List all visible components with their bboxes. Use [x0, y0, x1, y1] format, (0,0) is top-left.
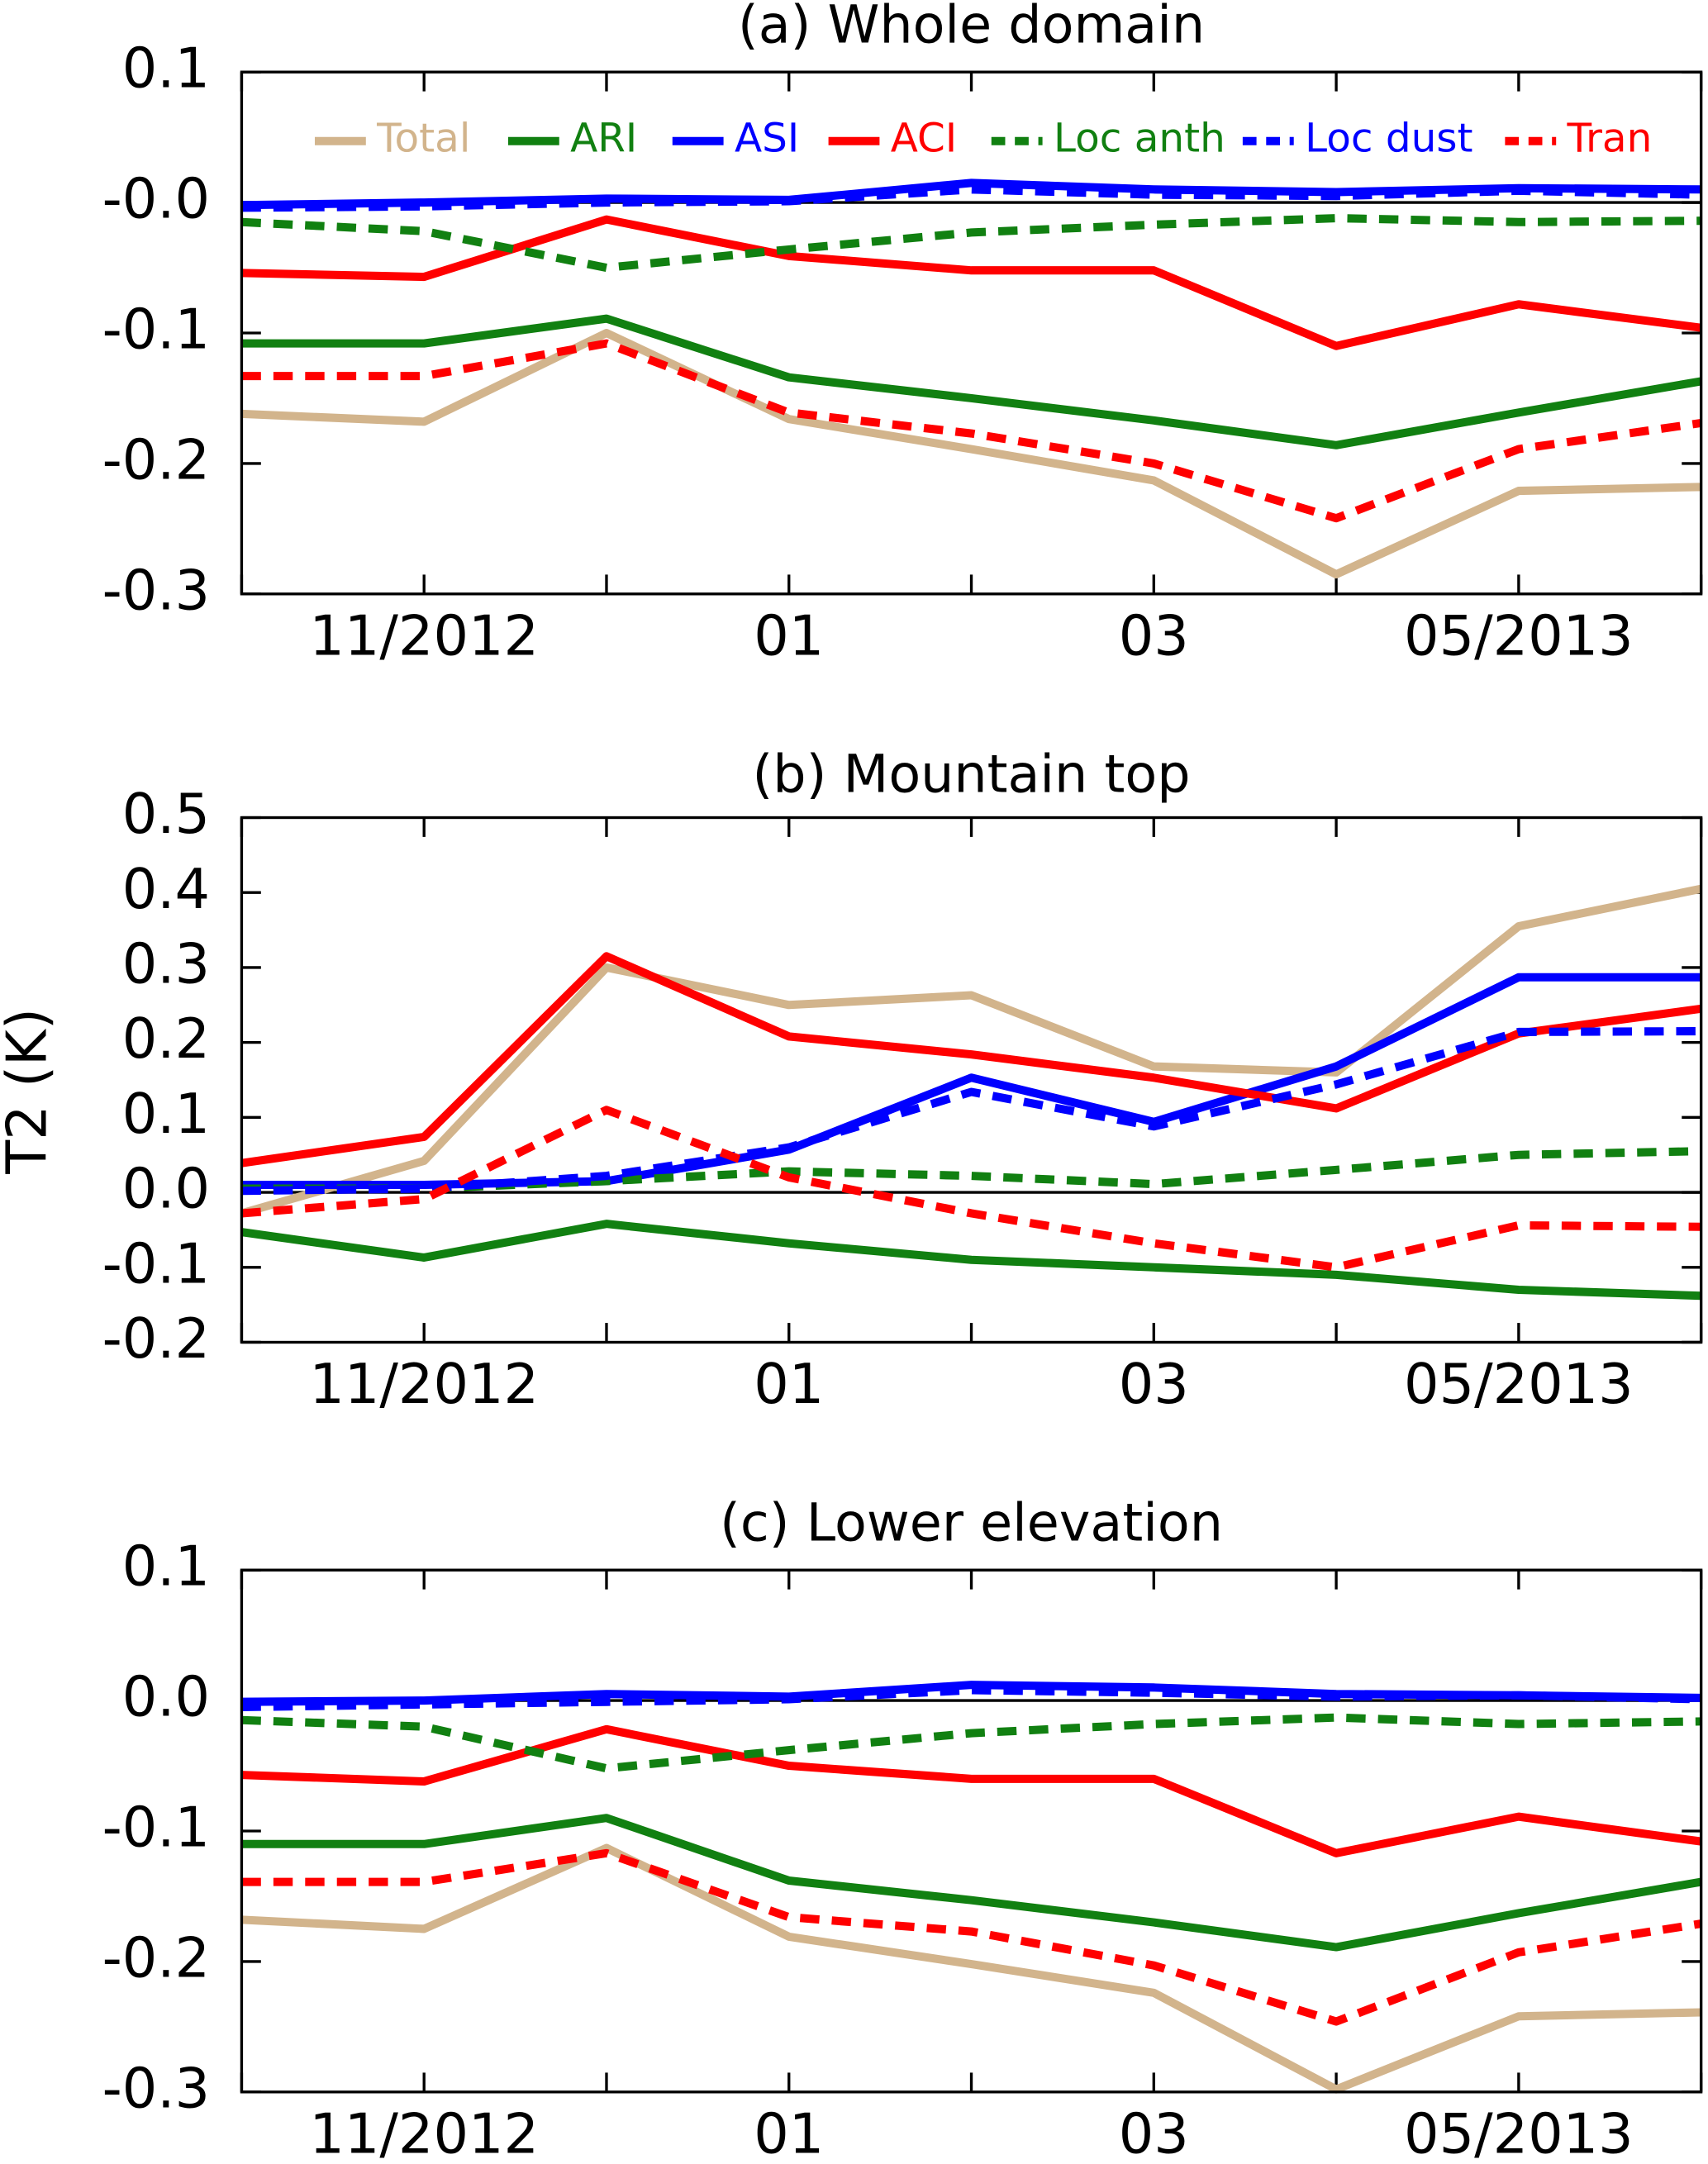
- plot-frame: [240, 816, 1703, 1344]
- chart-title: (a) Whole domain: [738, 0, 1205, 55]
- chart-title: (c) Lower elevation: [720, 1491, 1223, 1553]
- series-line: [241, 214, 1701, 273]
- y-tick-label: 0.1: [122, 36, 210, 101]
- y-tick-label: 0.4: [122, 857, 210, 921]
- series-line: [241, 1843, 1701, 2094]
- series-line: [241, 339, 1702, 523]
- series-line: [241, 1848, 1702, 2026]
- series-line: [240, 1220, 1701, 1301]
- y-tick-label: 0.5: [122, 782, 210, 846]
- legend-label: Loc dust: [1305, 116, 1472, 162]
- series-line: [241, 185, 1701, 212]
- x-tick-label: 03: [1119, 2102, 1189, 2164]
- x-tick-label: 01: [754, 603, 824, 668]
- series-line: [241, 1814, 1702, 1952]
- y-tick-label: 0.1: [122, 1082, 210, 1146]
- x-tick-label: 03: [1119, 603, 1189, 668]
- x-tick-label: 05/2013: [1404, 603, 1634, 668]
- series-line: [241, 1713, 1701, 1773]
- series-line: [241, 973, 1701, 1190]
- series-line: [241, 215, 1702, 350]
- series-line: [241, 1686, 1701, 1711]
- y-tick-label: 0.1: [122, 1534, 210, 1599]
- y-tick-label: -0.2: [102, 427, 210, 492]
- legend-label: Total: [376, 116, 470, 162]
- legend-label: Loc anth: [1054, 116, 1225, 162]
- chart-title: (b) Mountain top: [753, 744, 1191, 805]
- series-line: [240, 952, 1702, 1168]
- y-tick-label: -0.3: [102, 2056, 210, 2120]
- x-tick-label: 05/2013: [1404, 2102, 1634, 2164]
- x-tick-label: 11/2012: [309, 2102, 539, 2164]
- y-tick-label: 0.0: [122, 1665, 210, 1729]
- legend-label: ACI: [891, 116, 957, 162]
- legend-label: ASI: [735, 116, 799, 162]
- y-tick-label: -0.2: [102, 1925, 210, 1990]
- y-tick-label: -0.1: [102, 297, 210, 362]
- x-tick-label: 01: [754, 2102, 824, 2164]
- y-tick-label: -0.0: [102, 167, 210, 231]
- series-line: [241, 328, 1701, 579]
- x-tick-label: 05/2013: [1404, 1352, 1634, 1416]
- series-line: [241, 1027, 1701, 1196]
- y-tick-label: -0.1: [102, 1231, 210, 1296]
- legend-label: Tran: [1567, 116, 1653, 162]
- y-tick-label: -0.3: [102, 558, 210, 622]
- series-line: [241, 1106, 1701, 1272]
- y-tick-label: 0.2: [122, 1006, 210, 1071]
- legend-label: ARI: [570, 116, 637, 162]
- y-tick-label: 0.3: [122, 931, 210, 996]
- plot-frame: [240, 70, 1703, 596]
- y-axis-label: T2 (K): [0, 1008, 59, 1175]
- y-tick-label: -0.1: [102, 1795, 210, 1860]
- series-line: [241, 314, 1702, 449]
- series-line: [240, 884, 1702, 1218]
- x-tick-label: 11/2012: [309, 1352, 539, 1416]
- series-line: [241, 1147, 1701, 1193]
- series-line: [241, 1724, 1702, 1857]
- plot-frame: [240, 1568, 1703, 2094]
- y-tick-label: -0.2: [102, 1306, 210, 1371]
- x-tick-label: 01: [754, 1352, 824, 1416]
- y-tick-label: 0.0: [122, 1157, 210, 1221]
- x-tick-label: 03: [1119, 1352, 1189, 1416]
- x-tick-label: 11/2012: [309, 603, 539, 668]
